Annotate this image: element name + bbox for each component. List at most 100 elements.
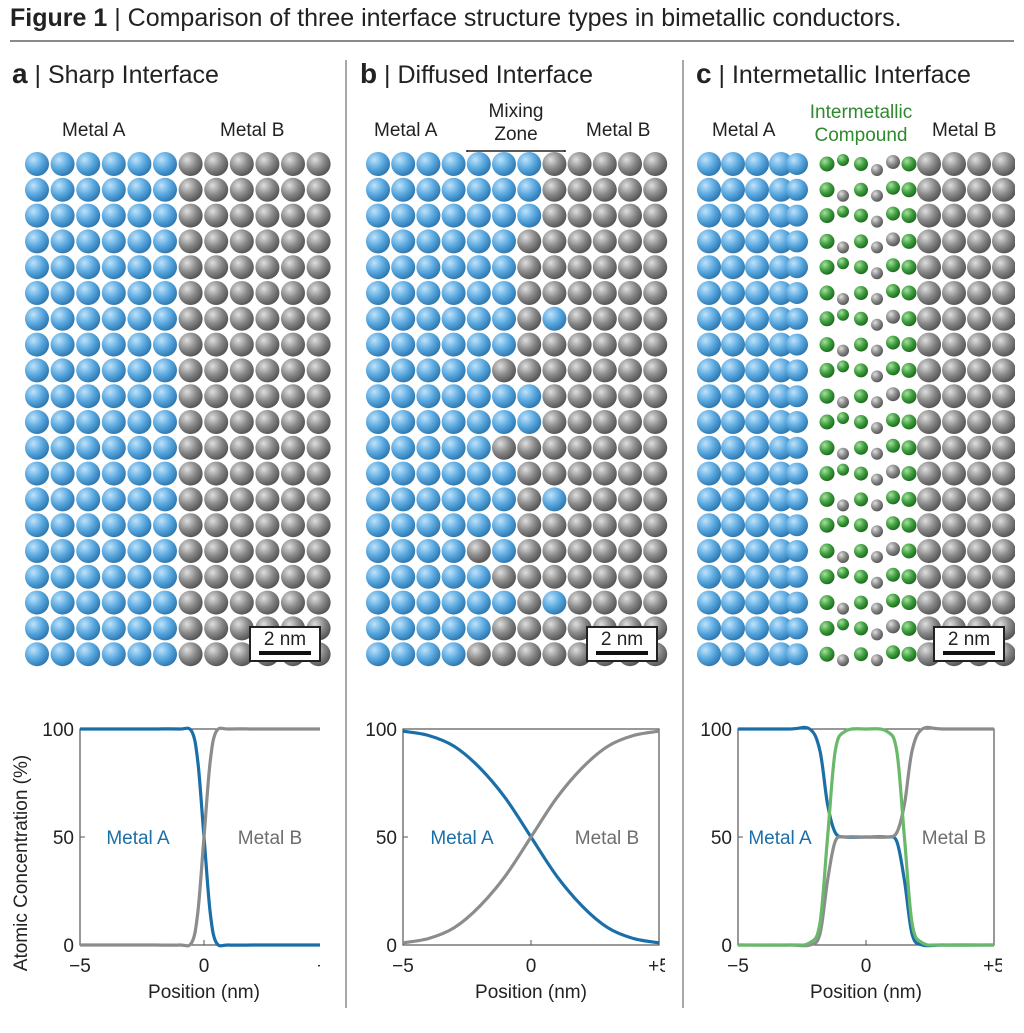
metal-a-atom [697,616,721,641]
panel-b-title-text: Diffused Interface [397,61,593,89]
metal-b-atom [281,513,305,538]
panel-b-title: b | Diffused Interface [360,58,593,89]
compound-atom [901,491,917,507]
metal-a-atom [127,461,152,486]
metal-b-atom [567,461,592,486]
metal-b-atom [281,539,305,563]
compound-atom [901,311,917,327]
metal-b-atom [942,281,966,305]
metal-a-atom [492,152,516,176]
metal-a-atom [441,255,466,280]
metal-b-atom [306,461,331,486]
metal-b-atom [255,281,280,305]
metal-b-atom [992,255,1015,280]
metal-b-atom [567,203,592,228]
metal-b-atom [492,435,516,460]
compound-atom [901,595,917,611]
metal-b-atom [492,616,516,641]
metal-b-atom [967,306,991,331]
metal-a-atom [416,539,441,563]
metal-b-atom [306,255,331,280]
metal-a-atom [492,177,516,202]
metal-b-atom [229,203,254,228]
metal-b-atom [306,177,331,202]
metal-b-atom [306,590,331,615]
metal-a-atom [25,332,49,357]
metal-b-atom [942,590,966,615]
figure-title-separator: | [107,4,128,32]
metal-a-atom [50,564,75,589]
metal-b-atom [992,229,1015,254]
metal-b-atom [281,332,305,357]
metal-a-atom [769,358,793,383]
x-tick-label: 0 [526,956,537,977]
metal-a-atom [127,642,152,667]
metal-a-atom [127,203,152,228]
metal-a-atom [542,487,567,512]
metal-a-atom [769,255,793,280]
metal-b-atom [306,384,331,409]
metal-b-atom [643,539,668,563]
metal-b-atom [542,539,567,563]
compound-atom [837,154,849,166]
metal-b-atom [306,435,331,460]
metal-a-atom [50,616,75,641]
metal-a-atom [101,487,126,512]
metal-a-atom [745,229,769,254]
metal-a-atom [101,255,126,280]
metal-a-annotation: Metal A [748,828,812,849]
figure-title: Figure 1 | Comparison of three interface… [10,4,902,33]
metal-a-atom [769,229,793,254]
compound-atom [837,515,849,528]
metal-a-atom [721,513,745,538]
metal-b-atom [592,358,617,383]
metal-b-atom [917,435,941,460]
compound-atom [854,492,868,507]
metal-b-atom [967,564,991,589]
metal-b-atom [204,203,229,228]
metal-b-atom [992,152,1015,176]
metal-a-atom [25,203,49,228]
metal-b-atom [618,152,642,176]
metal-b-atom [178,487,203,512]
metal-b-atom [592,203,617,228]
metal-b-atom [542,435,567,460]
metal-b-atom [967,177,991,202]
metal-a-atom [153,203,177,228]
metal-a-atom [416,564,441,589]
metal-b-atom [204,281,229,305]
metal-a-atom [697,513,721,538]
metal-b-atom [229,152,254,176]
compound-atom [819,543,835,559]
metal-a-atom [416,435,441,460]
metal-b-atom [942,255,966,280]
metal-b-atom [917,513,941,538]
metal-a-atom [492,255,516,280]
metal-a-atom [153,590,177,615]
metal-a-atom [25,152,49,176]
metal-a-atom [153,539,177,563]
metal-a-atom [492,306,516,331]
metal-b-atom [618,435,642,460]
metal-a-atom [697,539,721,563]
metal-b-atom [229,255,254,280]
metal-a-atom [416,410,441,434]
metal-b-atom [542,461,567,486]
metal-b-atom [567,358,592,383]
metal-a-atom [745,616,769,641]
metal-a-atom [517,203,542,228]
metal-b-atom [643,332,668,357]
metal-a-atom [441,513,466,538]
metal-a-atom [366,616,390,641]
metal-b-atom [306,306,331,331]
metal-b-atom [618,487,642,512]
metal-a-atom [441,539,466,563]
metal-b-atom [281,281,305,305]
compound-atom [854,182,868,197]
metal-a-atom [769,332,793,357]
compound-atom [837,293,849,305]
metal-b-atom [592,461,617,486]
metal-a-atom [76,461,101,486]
metal-a-annotation: Metal A [430,828,494,849]
compound-atom [854,440,868,455]
